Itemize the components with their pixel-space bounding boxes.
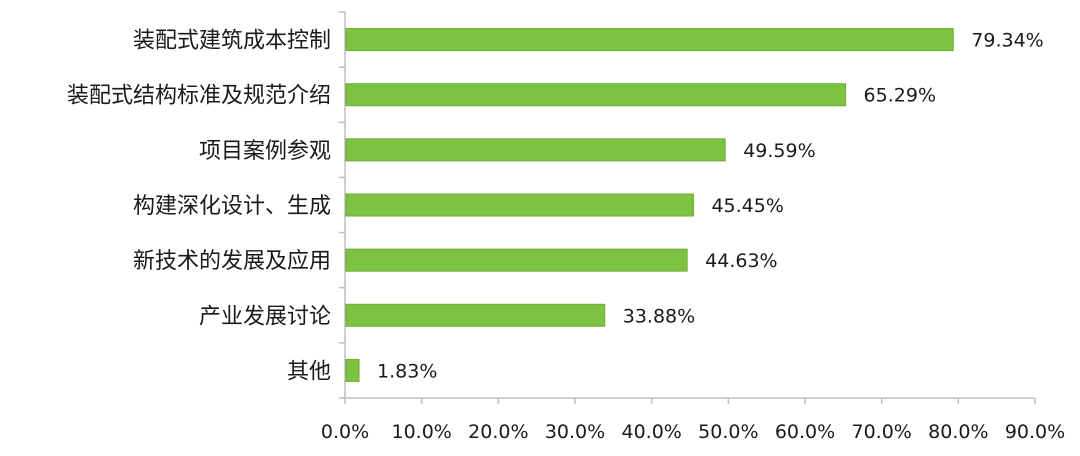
x-tick-label: 0.0% bbox=[321, 421, 369, 443]
bar bbox=[345, 303, 606, 327]
x-tick-label: 70.0% bbox=[851, 421, 911, 443]
category-label: 构建深化设计、生成 bbox=[133, 194, 331, 219]
data-label: 44.63% bbox=[705, 250, 777, 272]
data-label: 1.83% bbox=[377, 360, 437, 382]
x-tick-label: 60.0% bbox=[775, 421, 835, 443]
data-label: 45.45% bbox=[711, 195, 783, 217]
value-labels: 79.34% 65.29% 49.59% 45.45% 44.63% 33.88% 1.83… bbox=[377, 30, 1044, 383]
data-label: 49.59% bbox=[743, 140, 815, 162]
x-tick-label: 30.0% bbox=[545, 421, 605, 443]
x-tick-label: 40.0% bbox=[621, 421, 681, 443]
bar bbox=[345, 358, 360, 382]
category-label: 装配式建筑成本控制 bbox=[133, 29, 331, 54]
bar bbox=[345, 193, 694, 217]
bar bbox=[345, 28, 954, 52]
category-label: 装配式结构标准及规范介绍 bbox=[67, 84, 331, 109]
x-tick-label: 50.0% bbox=[698, 421, 758, 443]
x-tick-label: 80.0% bbox=[928, 421, 988, 443]
category-labels: 装配式建筑成本控制装配式结构标准及规范介绍项目案例参观构建深化设计、生成新技术的… bbox=[67, 29, 331, 385]
x-tick-label: 10.0% bbox=[391, 421, 451, 443]
bar bbox=[345, 83, 847, 107]
x-tick-label: 20.0% bbox=[468, 421, 528, 443]
x-tick-labels: 0.0% 10.0% 20.0% 30.0% 40.0% 50.0% 60.0% 70.0% 8… bbox=[321, 421, 1065, 443]
data-label: 79.34% bbox=[971, 30, 1043, 52]
chart-bars bbox=[345, 28, 954, 382]
chart-axes bbox=[339, 11, 1036, 404]
bar bbox=[345, 248, 688, 272]
x-tick-label: 90.0% bbox=[1005, 421, 1065, 443]
data-label: 33.88% bbox=[623, 305, 695, 327]
data-label: 65.29% bbox=[864, 85, 936, 107]
category-label: 项目案例参观 bbox=[199, 139, 331, 164]
bar bbox=[345, 138, 726, 162]
category-label: 产业发展讨论 bbox=[199, 304, 331, 329]
category-label: 其他 bbox=[287, 359, 331, 384]
category-label: 新技术的发展及应用 bbox=[133, 249, 331, 274]
